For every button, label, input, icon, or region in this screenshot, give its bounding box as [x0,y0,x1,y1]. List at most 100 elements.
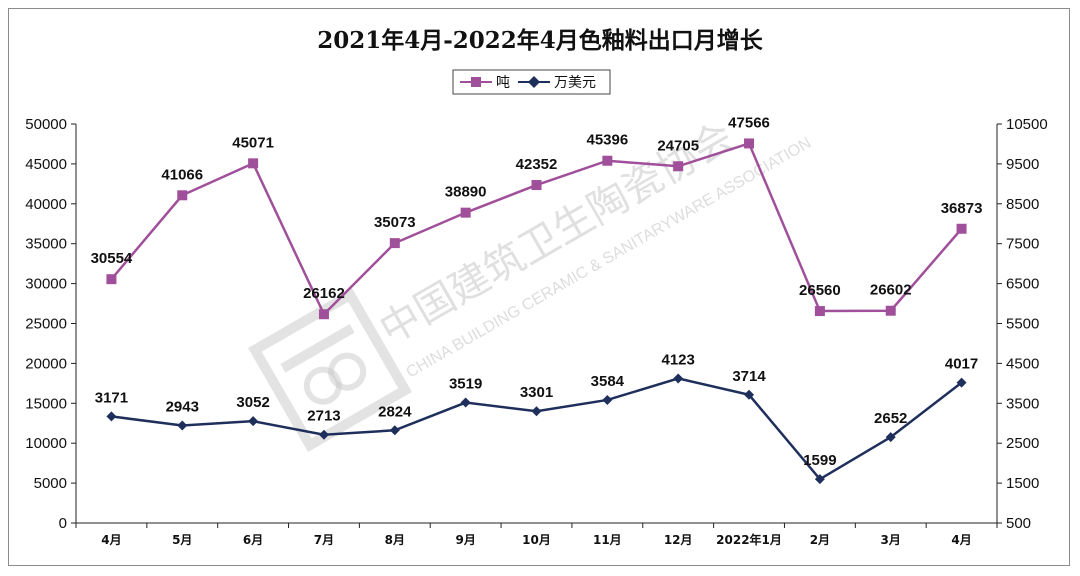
y-left-tick-label: 35000 [25,236,67,253]
data-point-tons [177,190,188,201]
chart-title: 2021年4月-2022年4月色釉料出口月增长 [317,27,764,54]
y-left-tick-label: 30000 [25,276,67,293]
x-tick-label: 4月 [951,533,971,547]
x-tick-label: 9月 [455,533,475,547]
data-point-tons [956,223,967,234]
data-label-usd: 3519 [449,376,482,393]
y-left-tick-label: 5000 [34,475,67,492]
x-tick-label: 10月 [522,533,551,547]
x-tick-label: 11月 [593,533,622,547]
y-left-tick-label: 20000 [25,355,67,372]
y-right-tick-label: 8500 [1006,196,1039,213]
legend-marker-tons [471,77,481,87]
data-label-tons: 42352 [516,156,558,173]
x-tick-label: 5月 [172,533,192,547]
x-tick-label: 6月 [243,533,263,547]
data-point-tons [602,155,613,166]
series-usd [106,373,967,485]
data-point-usd [106,411,117,422]
watermark-logo [248,288,412,452]
x-tick-label: 12月 [664,533,693,547]
data-label-tons: 45071 [232,134,274,151]
data-label-tons: 38890 [445,184,487,201]
data-point-usd [318,429,329,440]
data-label-usd: 2713 [307,408,340,425]
y-axis-right-ticks: 500 1500 2500 3500 4500 5500 6500 7500 8500 9500 1… [997,116,1048,532]
data-point-tons [744,138,755,149]
y-right-tick-label: 7500 [1006,236,1039,253]
data-point-usd [814,474,825,485]
data-label-usd: 3171 [95,389,128,406]
x-tick-label: 3月 [881,533,901,547]
data-label-usd: 3052 [236,394,269,411]
data-label-usd: 2652 [874,410,907,427]
data-point-usd [885,432,896,443]
x-tick-label: 4月 [101,533,121,547]
legend-marker-usd [528,76,540,88]
data-label-tons: 26560 [799,282,841,299]
data-point-tons [106,274,117,285]
data-label-usd: 2824 [378,403,412,420]
data-label-tons: 41066 [161,166,203,183]
data-point-usd [673,373,684,384]
data-label-tons: 26162 [303,285,345,302]
data-point-tons [531,180,542,191]
data-point-usd [956,377,967,388]
data-point-usd [177,420,188,431]
y-right-tick-label: 2500 [1006,435,1039,452]
x-tick-label: 2022年1月 [716,532,782,547]
x-axis-ticks: 4月 5月 6月 7月 8月 9月 10月 11月 12月 2022年1月 2月 3月 4月 [75,523,998,547]
y-right-tick-label: 500 [1006,515,1031,532]
data-label-tons: 47566 [728,114,770,131]
data-point-tons [318,309,329,320]
data-label-usd: 3714 [732,368,766,385]
data-label-usd: 4123 [662,351,695,368]
data-point-tons [885,305,896,316]
data-label-tons: 36873 [941,200,983,217]
y-right-tick-label: 4500 [1006,355,1039,372]
y-right-tick-label: 9500 [1006,156,1039,173]
data-label-tons: 26602 [870,282,912,299]
y-left-tick-label: 10000 [25,435,67,452]
y-right-tick-label: 1500 [1006,475,1039,492]
x-tick-label: 2月 [810,533,830,547]
data-labels: 30554 41066 45071 26162 35073 38890 42352 45396… [91,114,983,469]
data-label-tons: 45396 [586,132,628,149]
y-right-tick-label: 3500 [1006,395,1039,412]
x-tick-label: 7月 [314,533,334,547]
y-axis-left-ticks: 0 5000 10000 15000 20000 25000 30000 35000 40000… [25,116,76,532]
data-label-usd: 4017 [945,356,978,373]
y-right-tick-label: 10500 [1006,116,1048,133]
y-left-tick-label: 50000 [25,116,67,133]
data-label-usd: 3301 [520,384,553,401]
data-point-tons [389,238,400,249]
watermark-en: CHINA BUILDING CERAMIC & SANITARYWARE AS… [404,135,815,382]
legend: 吨 万美元 [452,69,611,95]
legend-label-usd: 万美元 [554,75,596,91]
data-point-usd [531,406,542,417]
chart-frame [8,8,1070,566]
y-right-tick-label: 6500 [1006,276,1039,293]
data-label-tons: 24705 [657,137,699,154]
data-point-tons [460,207,471,218]
y-right-tick-label: 5500 [1006,316,1039,333]
data-point-usd [460,397,471,408]
y-left-tick-label: 15000 [25,395,67,412]
legend-label-tons: 吨 [496,75,510,91]
data-point-usd [248,416,259,427]
y-left-tick-label: 25000 [25,316,67,333]
data-label-tons: 30554 [91,250,133,267]
data-label-usd: 3584 [591,373,625,390]
data-label-usd: 1599 [803,452,836,469]
data-point-usd [744,389,755,400]
data-point-tons [673,161,684,172]
y-left-tick-label: 45000 [25,156,67,173]
series-tons [106,138,967,320]
data-point-usd [602,394,613,405]
data-point-tons [248,158,259,169]
data-label-tons: 35073 [374,214,416,231]
x-tick-label: 8月 [385,533,405,547]
data-point-tons [814,306,825,317]
data-point-usd [389,425,400,436]
